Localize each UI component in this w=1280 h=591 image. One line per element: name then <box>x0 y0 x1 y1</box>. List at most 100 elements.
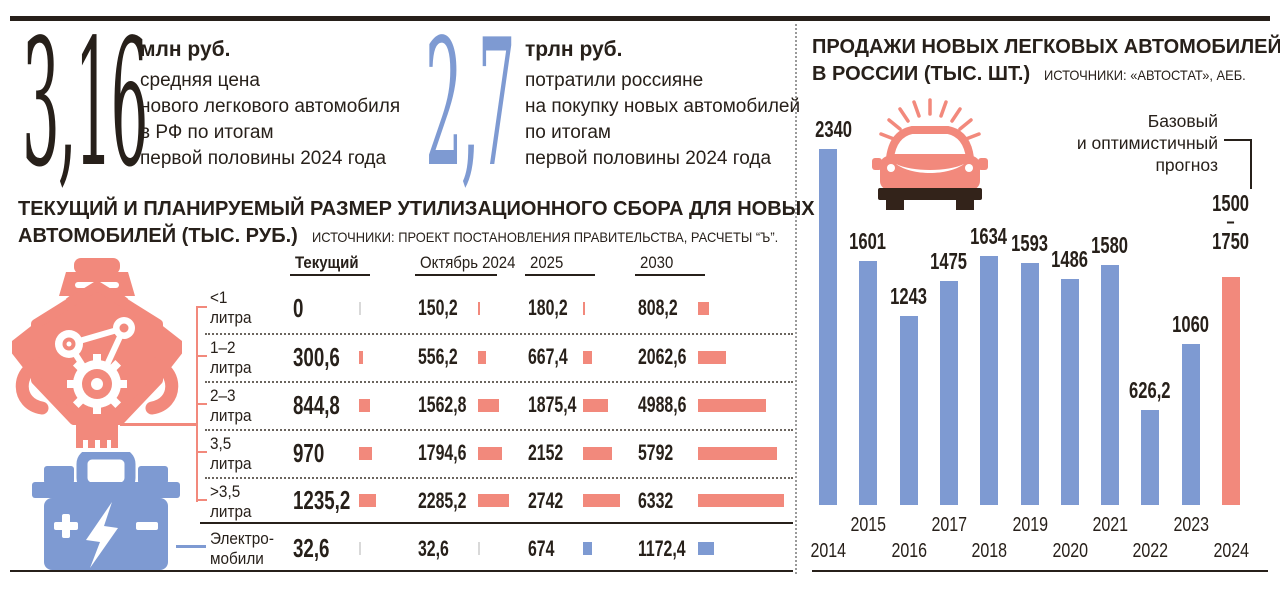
value-bar <box>359 350 363 364</box>
bar-value-text: 1593 <box>1011 230 1049 256</box>
sparkle-rays-icon <box>879 98 981 141</box>
year-label: 2020 <box>1035 540 1105 563</box>
year-label: 2015 <box>833 514 903 537</box>
bar-value-label: 1580 <box>1065 232 1155 259</box>
stat-desc-line: первой половины 2024 года <box>525 148 772 169</box>
stat-desc-line: потратили россияне <box>525 70 704 91</box>
row-label-line: мобили <box>210 549 281 569</box>
fee-value: 1562,8 <box>418 392 467 417</box>
engine-bracket-tick <box>196 403 207 405</box>
column-header-underline <box>525 274 595 276</box>
bar-value-label: 626,2 <box>1105 377 1195 404</box>
forecast-label-text: – <box>1226 211 1236 233</box>
engine-bracket-tick <box>196 306 207 308</box>
stat-value: 3,16 <box>22 3 148 206</box>
row-label: 3,5 литра <box>210 434 256 474</box>
battery-connector-line <box>176 545 206 548</box>
bar-value-label: 1634 <box>944 223 1034 250</box>
fee-table-title: ТЕКУЩИЙ И ПЛАНИРУЕМЫЙ РАЗМЕР УТИЛИЗАЦИОН… <box>18 196 815 251</box>
year-text: 2024 <box>1213 540 1249 562</box>
bar-value-text: 626,2 <box>1129 377 1171 403</box>
value-bar <box>698 350 726 364</box>
column-header-label: Октябрь 2024 <box>420 253 516 272</box>
value-bar <box>359 494 376 507</box>
top-rule <box>10 16 1270 21</box>
stat-description: средняя цена нового легкового автомобиля в… <box>140 68 400 172</box>
forecast-range-label: 1500–1750 <box>1191 190 1271 254</box>
value-bar <box>359 398 370 412</box>
value-bar <box>359 446 372 460</box>
row-label-text: литра <box>210 308 252 327</box>
sales-chart-title-line2: В РОССИИ (ТЫС. ШТ.) ИСТОЧНИКИ: «АВТОСТАТ»… <box>812 61 1272 89</box>
column-header: Текущий <box>295 253 367 273</box>
stat-value: 2,7 <box>425 3 516 206</box>
fee-cell: 180,2 <box>528 283 585 333</box>
year-text: 2015 <box>850 514 886 536</box>
bar-value-label: 1243 <box>864 283 954 310</box>
row-label: Электро-мобили <box>210 529 281 569</box>
bar-value-label: 1601 <box>823 228 913 255</box>
fee-value: 32,6 <box>418 535 449 561</box>
fee-cell: 1172,4 <box>638 524 714 573</box>
value-bar <box>698 446 777 460</box>
fee-value: 1875,4 <box>528 392 577 417</box>
row-label-line: литра <box>210 406 256 426</box>
value-bar <box>478 398 499 412</box>
fee-value: 2285,2 <box>418 487 467 513</box>
bar-value-text: 1601 <box>849 228 887 254</box>
forecast-label-line: 1500 <box>1191 190 1271 216</box>
year-text: 2018 <box>971 540 1007 562</box>
bar-value-label: 1475 <box>904 248 994 275</box>
value-bar <box>698 398 766 412</box>
year-text: 2016 <box>891 540 927 562</box>
row-label: <1 литра <box>210 288 256 328</box>
value-bar <box>698 542 714 555</box>
panel-divider <box>795 24 797 574</box>
value-bar <box>583 398 608 412</box>
year-label: 2022 <box>1115 540 1185 563</box>
sales-bar <box>1101 265 1119 505</box>
fee-value: 150,2 <box>418 295 458 320</box>
fee-value: 2152 <box>528 440 564 465</box>
fee-cell: 0 <box>293 283 361 333</box>
row-label-text: <1 <box>210 288 228 307</box>
row-label-line: >3,5 <box>210 482 256 502</box>
fee-cell: 2062,6 <box>638 333 726 381</box>
year-text: 2019 <box>1012 514 1048 536</box>
row-label-line: литра <box>210 454 256 474</box>
fee-cell: 150,2 <box>418 283 480 333</box>
forecast-label-text: 1500 <box>1212 190 1250 216</box>
engine-bracket-tick <box>196 451 207 453</box>
row-label-line: литра <box>210 308 256 328</box>
engine-icon <box>12 258 182 448</box>
fee-cell: 556,2 <box>418 333 486 381</box>
bar-value-label: 1486 <box>1025 246 1115 273</box>
bar-value-text: 2340 <box>815 116 853 142</box>
annotation-line: и оптимистичный <box>1076 133 1218 153</box>
stat-desc-line: первой половины 2024 года <box>140 148 387 169</box>
fee-value: 556,2 <box>418 344 458 369</box>
year-label: 2021 <box>1075 514 1145 537</box>
forecast-label-line: – <box>1191 211 1271 233</box>
fee-cell: 300,6 <box>293 333 363 381</box>
fee-table-title-line2: АВТОМОБИЛЕЙ (ТЫС. РУБ.) ИСТОЧНИКИ: ПРОЕКТ… <box>18 223 793 251</box>
table-row: 1–2 литра 300,6 556,2 667,4 2062,6 <box>205 333 793 383</box>
value-bar <box>478 301 480 315</box>
fee-cell: 667,4 <box>528 333 592 381</box>
fee-cell: 1235,2 <box>293 477 376 524</box>
bar-value-text: 1060 <box>1172 311 1210 337</box>
fee-cell: 5792 <box>638 429 777 477</box>
value-bar <box>583 494 620 507</box>
engine-bracket-line <box>120 423 198 426</box>
engine-bracket-tick <box>196 499 207 501</box>
fee-value: 1172,4 <box>638 535 686 561</box>
fee-cell: 6332 <box>638 477 784 524</box>
column-header-underline <box>635 274 705 276</box>
fee-cell: 808,2 <box>638 283 709 333</box>
fee-cell: 2742 <box>528 477 620 524</box>
fee-value: 180,2 <box>528 295 568 320</box>
row-label-line: литра <box>210 358 256 378</box>
car-icon <box>872 98 988 210</box>
fee-cell: 32,6 <box>418 524 480 573</box>
